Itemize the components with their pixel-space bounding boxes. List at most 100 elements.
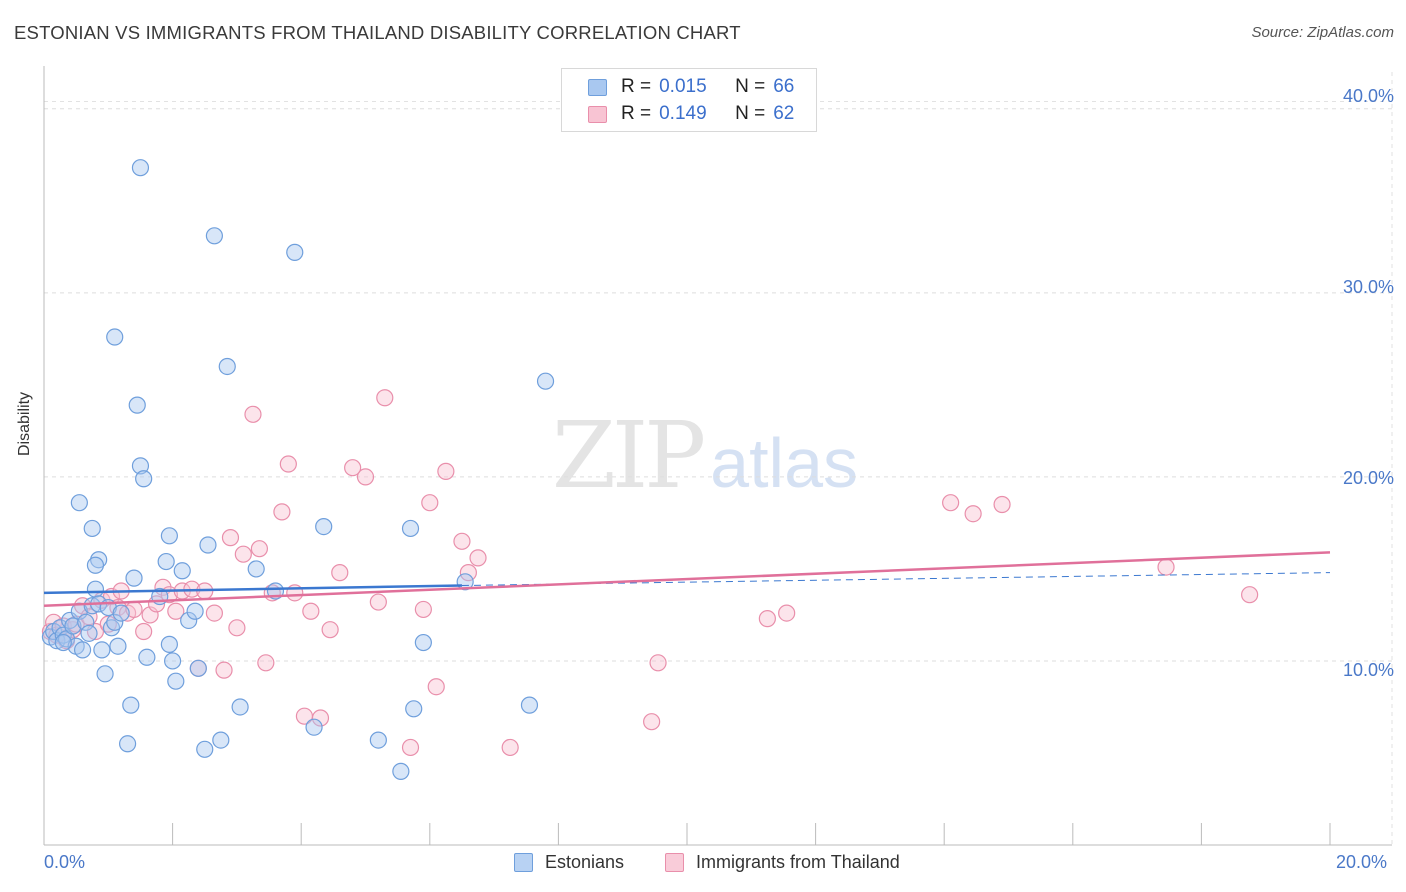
point-thailand	[321, 621, 339, 639]
point-thailand	[369, 593, 387, 611]
chart-title: ESTONIAN VS IMMIGRANTS FROM THAILAND DIS…	[14, 22, 741, 43]
point-thailand	[135, 622, 153, 641]
bottom-legend-swatch-blue	[514, 853, 533, 872]
point-estonians	[180, 611, 198, 630]
bottom-legend-label: Estonians	[545, 852, 625, 872]
point-thailand	[649, 654, 667, 672]
point-thailand	[1241, 586, 1259, 604]
point-estonians	[135, 470, 153, 488]
point-estonians	[64, 617, 82, 635]
point-estonians	[305, 718, 323, 736]
legend-r-label: R =	[621, 76, 652, 97]
point-thailand	[244, 405, 262, 423]
point-estonians	[86, 556, 105, 574]
point-thailand	[234, 545, 252, 563]
point-thailand	[257, 654, 275, 672]
point-thailand	[356, 468, 375, 486]
legend-n-label: N =	[735, 103, 766, 124]
point-thailand	[427, 678, 445, 696]
point-thailand	[302, 602, 320, 620]
point-estonians	[109, 637, 127, 655]
data-points	[41, 159, 1259, 780]
x-tick-label-max: 20.0%	[1336, 852, 1388, 872]
y-tick-label-20: 20.0%	[1342, 468, 1394, 488]
point-thailand	[205, 604, 223, 622]
point-thailand	[643, 713, 661, 731]
y-tick-label-30: 30.0%	[1342, 277, 1394, 297]
point-thailand	[344, 459, 362, 477]
point-estonians	[106, 613, 124, 631]
point-estonians	[125, 569, 143, 587]
y-axis-label: Disability	[16, 391, 33, 456]
point-estonians	[189, 659, 207, 677]
point-estonians	[106, 328, 124, 346]
point-estonians	[83, 519, 101, 538]
point-thailand	[167, 602, 185, 620]
point-estonians	[160, 635, 178, 653]
point-estonians	[112, 604, 130, 622]
point-thailand	[414, 600, 432, 619]
point-estonians	[122, 696, 140, 714]
point-thailand	[228, 619, 246, 637]
point-estonians	[315, 517, 333, 536]
point-estonians	[70, 494, 88, 512]
point-estonians	[77, 613, 95, 631]
point-thailand	[250, 540, 269, 558]
point-thailand	[331, 564, 349, 582]
point-estonians	[414, 633, 432, 652]
point-thailand	[221, 529, 240, 547]
point-thailand	[401, 738, 420, 757]
y-tick-label-10: 10.0%	[1342, 660, 1394, 680]
point-thailand	[964, 505, 982, 523]
point-estonians	[196, 740, 214, 758]
point-estonians	[212, 731, 230, 749]
trend-lines	[43, 551, 1331, 607]
legend-n-value: 66	[773, 76, 795, 97]
axes	[43, 66, 1392, 846]
x-tick-label-min: 0.0%	[44, 852, 86, 872]
point-estonians	[167, 672, 185, 690]
trend-line-estonians	[43, 584, 462, 595]
point-estonians	[247, 560, 265, 578]
bottom-legend-swatch-pink	[665, 853, 684, 872]
point-thailand	[279, 455, 297, 473]
bottom-legend-label: Immigrants from Thailand	[696, 852, 900, 872]
point-estonians	[401, 519, 420, 538]
legend-n-value: 62	[773, 103, 795, 124]
point-thailand	[942, 494, 960, 512]
point-thailand	[459, 564, 477, 582]
point-estonians	[54, 633, 72, 652]
point-estonians	[102, 619, 121, 637]
legend-r-value: 0.015	[659, 76, 707, 97]
point-thailand	[993, 495, 1011, 514]
y-tick-label-40: 40.0%	[1342, 86, 1394, 106]
trend-line-thailand	[43, 551, 1331, 607]
point-estonians	[128, 396, 146, 414]
point-estonians	[96, 665, 114, 683]
point-estonians	[93, 641, 111, 659]
point-estonians	[536, 372, 555, 390]
legend-r-value: 0.149	[659, 103, 707, 124]
point-thailand	[778, 604, 796, 622]
source-credit: Source: ZipAtlas.com	[1251, 24, 1394, 41]
point-thailand	[437, 462, 455, 480]
point-thailand	[501, 738, 519, 757]
point-estonians	[164, 652, 182, 670]
watermark-zip: ZIP	[552, 402, 706, 509]
point-estonians	[186, 602, 204, 620]
stats-legend: R = 0.015 N = 66 R = 0.149 N = 62	[561, 68, 817, 132]
legend-swatch-blue	[588, 78, 607, 96]
point-estonians	[138, 648, 156, 666]
point-estonians	[80, 624, 98, 642]
point-estonians	[369, 731, 387, 749]
point-estonians	[73, 641, 92, 659]
point-estonians	[392, 762, 410, 780]
point-thailand	[215, 661, 233, 679]
legend-row-thailand: R = 0.149 N = 62	[562, 101, 794, 127]
point-estonians	[286, 243, 304, 261]
point-estonians	[157, 552, 175, 571]
point-estonians	[131, 457, 150, 475]
point-estonians	[405, 700, 423, 718]
point-estonians	[173, 562, 191, 580]
